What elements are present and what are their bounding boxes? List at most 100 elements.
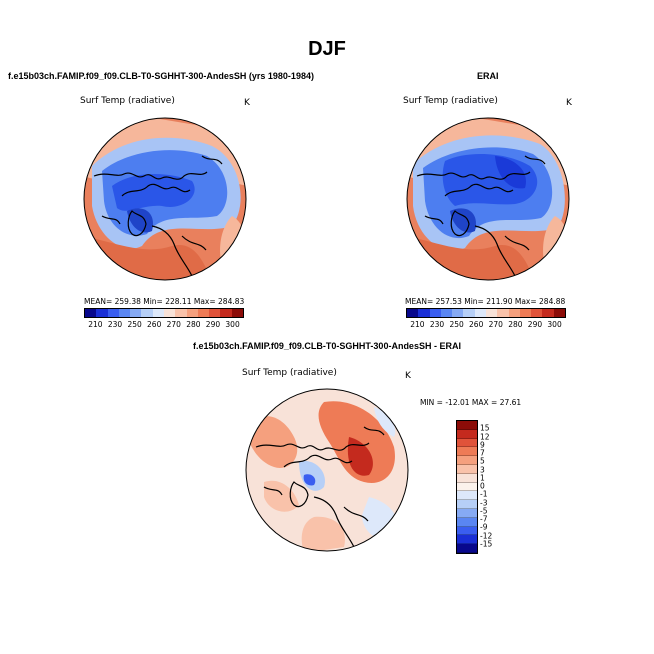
colorbar-swatch (485, 309, 498, 317)
obs-polar-map (406, 117, 570, 281)
model-panel-title: f.e15b03ch.FAMIP.f09_f09.CLB-T0-SGHHT-30… (8, 71, 314, 81)
diff-stats: MIN = -12.01 MAX = 27.61 (420, 398, 522, 407)
map-boundary (83, 117, 247, 281)
diff-units-label: K (405, 371, 411, 381)
colorbar-swatch (474, 309, 486, 317)
main-title: DJF (308, 38, 346, 60)
model-colorbar-labels: 210 230 250 260 270 280 290 300 (84, 318, 244, 329)
colorbar-swatch (531, 309, 543, 317)
cool-anomaly-north (374, 407, 396, 437)
colorbar-swatch (141, 309, 153, 317)
diff-colorbar-labels: 15 12 9 7 5 3 1 0 -1 -3 -5 -7 -9 -12 -15 (480, 420, 510, 552)
colorbar-tick-label: -12 (480, 531, 493, 540)
colorbar-tick-label: -7 (480, 514, 488, 524)
colorbar-swatch (407, 309, 419, 317)
diff-variable-label: Surf Temp (radiative) (242, 368, 337, 378)
colorbar-tick-label: 250 (449, 320, 464, 329)
colorbar-tick-label: 250 (127, 320, 142, 329)
model-stats: MEAN= 259.38 Min= 228.11 Max= 284.83 (84, 297, 245, 306)
colorbar-swatch (457, 482, 477, 492)
colorbar-swatch (463, 309, 475, 317)
colorbar-swatch (457, 438, 477, 448)
obs-variable-label: Surf Temp (radiative) (403, 96, 498, 106)
map-boundary (245, 388, 409, 552)
diff-polar-map (245, 388, 409, 552)
cold-core (112, 174, 195, 211)
map-boundary (406, 117, 570, 281)
colorbar-swatch (457, 500, 477, 509)
model-variable-label: Surf Temp (radiative) (80, 96, 175, 106)
colorbar-tick-label: -5 (480, 506, 488, 516)
greenland-cold (450, 208, 476, 233)
colorbar-swatch (85, 309, 97, 317)
colorbar-tick-label: 270 (488, 320, 503, 329)
colorbar-tick-label: 260 (469, 320, 484, 329)
colorbar-swatch (457, 447, 477, 457)
warm-anomaly-south (301, 516, 345, 551)
greenland-cold (127, 208, 153, 233)
diff-colorbar (456, 420, 478, 554)
model-colorbar-swatches (84, 308, 244, 318)
colorbar-tick-label: 300 (547, 320, 562, 329)
colorbar-swatch (152, 309, 164, 317)
coastlines (255, 426, 385, 548)
obs-units-label: K (566, 98, 572, 108)
colorbar-swatch (209, 309, 221, 317)
model-colorbar: 210 230 250 260 270 280 290 300 (84, 308, 244, 329)
colorbar-tick-label: 280 (508, 320, 523, 329)
colorbar-swatch (457, 535, 477, 545)
diff-colorbar-swatches (456, 420, 478, 554)
colorbar-swatch (457, 421, 477, 430)
colorbar-swatch (542, 309, 554, 317)
colorbar-swatch (440, 309, 453, 317)
siberia-cold (495, 156, 526, 189)
colorbar-tick-label: 9 (480, 440, 485, 450)
colorbar-swatch (457, 508, 477, 518)
colorbar-tick-label: 290 (205, 320, 221, 329)
colorbar-tick-label: 300 (225, 320, 240, 329)
model-polar-map (83, 117, 247, 281)
colorbar-swatch (231, 309, 243, 317)
colorbar-tick-label: -3 (480, 498, 488, 507)
colorbar-swatch (508, 309, 520, 317)
colorbar-tick-label: 270 (166, 320, 181, 329)
colorbar-swatch (186, 309, 198, 317)
colorbar-swatch (197, 309, 210, 317)
colorbar-tick-label: -15 (480, 539, 493, 549)
coastlines (93, 155, 223, 277)
coastlines (416, 155, 546, 277)
colorbar-swatch (175, 309, 187, 317)
obs-colorbar-labels: 210 230 250 260 270 280 290 300 (406, 318, 566, 329)
colorbar-swatch (457, 456, 477, 465)
colorbar-swatch (457, 473, 477, 483)
colorbar-swatch (497, 309, 509, 317)
colorbar-swatch (118, 309, 131, 317)
colorbar-swatch (96, 309, 108, 317)
colorbar-tick-label: 260 (147, 320, 162, 329)
colorbar-swatch (163, 309, 176, 317)
colorbar-tick-label: 210 (88, 320, 103, 329)
colorbar-swatch (418, 309, 430, 317)
colorbar-tick-label: 210 (410, 320, 425, 329)
colorbar-swatch (457, 544, 477, 553)
colorbar-tick-label: 230 (429, 320, 445, 329)
colorbar-swatch (130, 309, 142, 317)
model-units-label: K (244, 98, 250, 108)
colorbar-swatch (457, 517, 477, 527)
colorbar-tick-label: 1 (480, 473, 485, 483)
colorbar-swatch (220, 309, 232, 317)
colorbar-swatch (519, 309, 532, 317)
colorbar-tick-label: 290 (527, 320, 543, 329)
colorbar-tick-label: 12 (480, 432, 490, 441)
colorbar-tick-label: -1 (480, 489, 488, 499)
obs-stats: MEAN= 257.53 Min= 211.90 Max= 284.88 (405, 297, 566, 306)
colorbar-tick-label: 7 (480, 448, 485, 458)
colorbar-tick-label: 0 (480, 481, 485, 491)
colorbar-swatch (457, 429, 477, 439)
colorbar-swatch (107, 309, 119, 317)
colorbar-swatch (457, 464, 477, 474)
colorbar-tick-label: -9 (480, 522, 488, 532)
colorbar-swatch (457, 491, 477, 501)
strong-warm-anomaly (347, 437, 373, 476)
warm-anomaly-southwest (264, 480, 299, 512)
